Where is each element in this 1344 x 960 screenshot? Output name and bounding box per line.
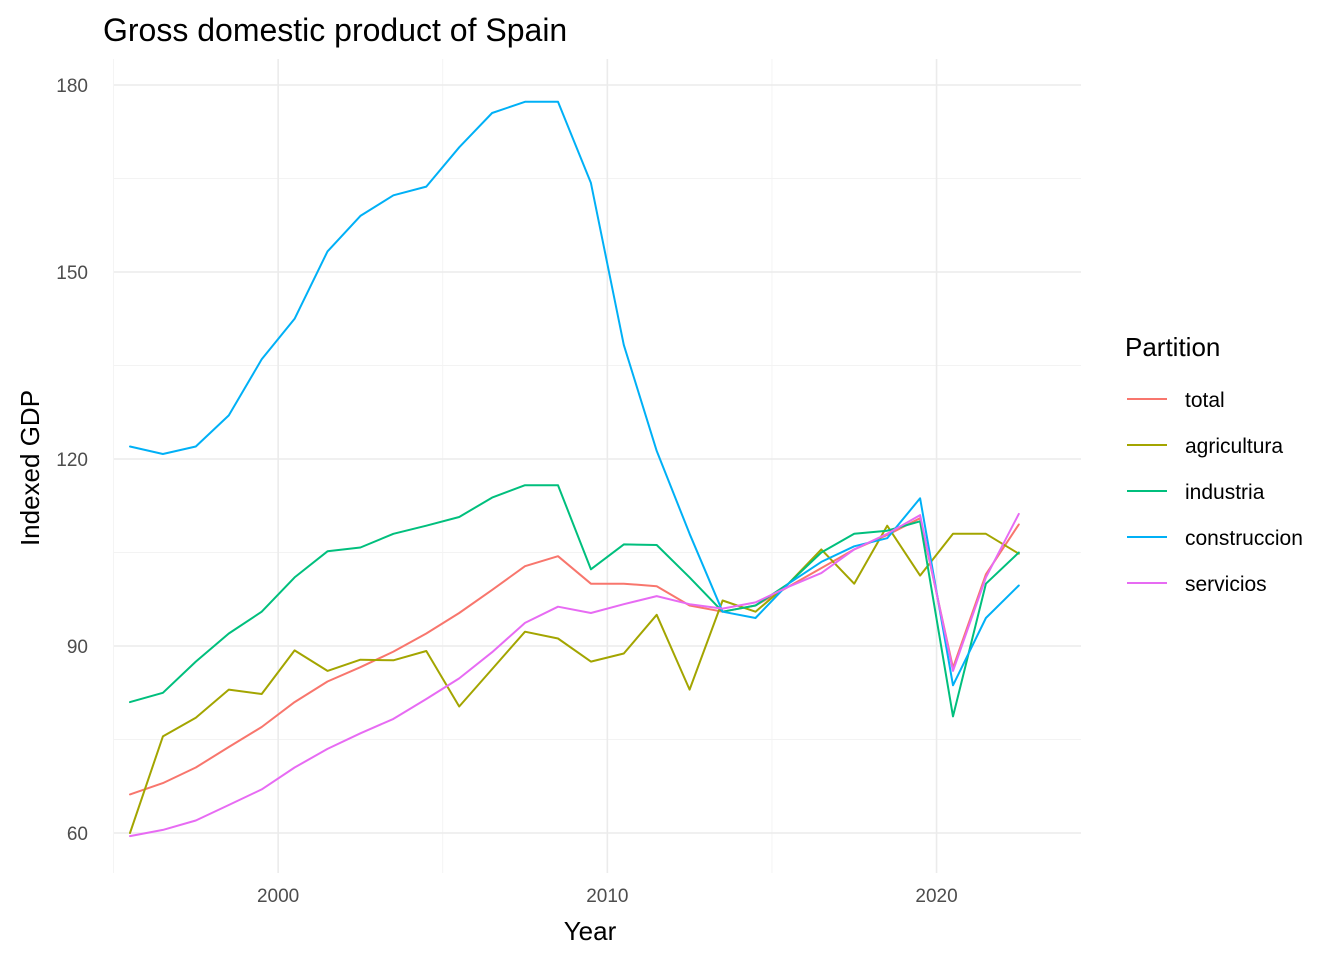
y-tick-label: 90	[67, 637, 88, 658]
chart-title: Gross domestic product of Spain	[103, 12, 567, 48]
y-tick-label: 120	[56, 450, 88, 471]
legend-label-construccion: construccion	[1185, 527, 1303, 550]
series-lines	[129, 100, 1020, 838]
series-line-agricultura	[129, 524, 1020, 834]
y-axis-title: Indexed GDP	[15, 390, 45, 546]
y-tick-label: 150	[56, 263, 88, 284]
series-line-industria	[129, 484, 1020, 718]
x-tick-label: 2000	[257, 886, 299, 907]
legend: Partition total agricultura industria const…	[1125, 332, 1303, 596]
series-line-total	[129, 517, 1020, 796]
y-tick-label: 180	[56, 76, 88, 97]
legend-title: Partition	[1125, 332, 1220, 362]
legend-label-agricultura: agricultura	[1185, 435, 1283, 458]
major-gridlines	[114, 59, 1081, 873]
legend-items: total agricultura industria construccion ser…	[1127, 389, 1303, 596]
series-line-servicios	[129, 512, 1020, 838]
y-axis-tick-labels: 60 90 120 150 180	[56, 76, 88, 845]
x-axis-title: Year	[564, 916, 617, 946]
x-axis-tick-labels: 2000 2010 2020	[257, 886, 958, 907]
x-tick-label: 2010	[586, 886, 628, 907]
y-tick-label: 60	[67, 824, 88, 845]
legend-label-servicios: servicios	[1185, 573, 1267, 596]
legend-label-total: total	[1185, 389, 1225, 412]
series-line-construccion	[129, 100, 1020, 687]
minor-gridlines	[113, 59, 1081, 873]
x-tick-label: 2020	[915, 886, 957, 907]
legend-label-industria: industria	[1185, 481, 1265, 504]
